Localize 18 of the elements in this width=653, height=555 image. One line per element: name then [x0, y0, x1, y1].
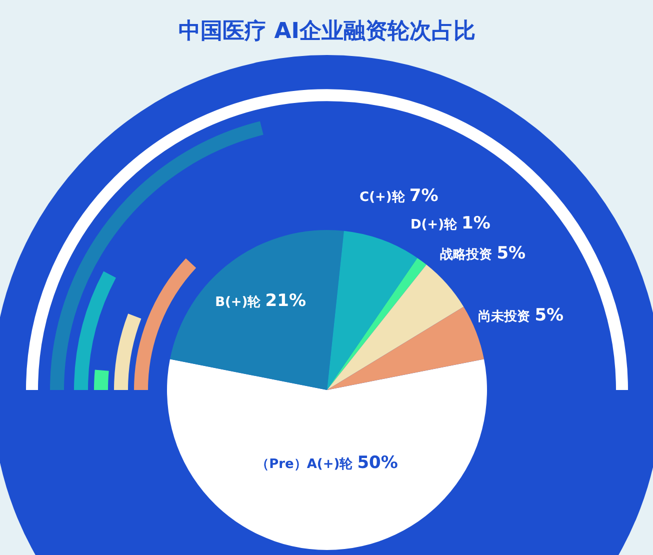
chart-title: 中国医疗 AI企业融资轮次占比: [178, 19, 476, 44]
pie-slice: [327, 258, 426, 390]
slice-label: （Pre）A(+)轮: [256, 457, 358, 472]
data-label: 21%: [265, 290, 306, 311]
data-label: 5%: [534, 306, 564, 326]
slice-label: 尚未投资: [478, 310, 535, 325]
data-label: 50%: [357, 453, 398, 473]
slice-label: B(+)轮: [215, 294, 266, 310]
pie-slice: [327, 230, 418, 390]
pie-slice: [167, 359, 487, 550]
slice-label: C(+)轮: [360, 190, 410, 205]
data-label: 5%: [496, 243, 526, 264]
slice-label: 战略投资: [440, 247, 497, 262]
pie-slice: [327, 264, 464, 390]
slice-label: D(+)轮: [410, 218, 462, 233]
pie-slice: [170, 230, 344, 390]
data-label: 1%: [462, 214, 490, 234]
data-label: 7%: [409, 186, 438, 206]
